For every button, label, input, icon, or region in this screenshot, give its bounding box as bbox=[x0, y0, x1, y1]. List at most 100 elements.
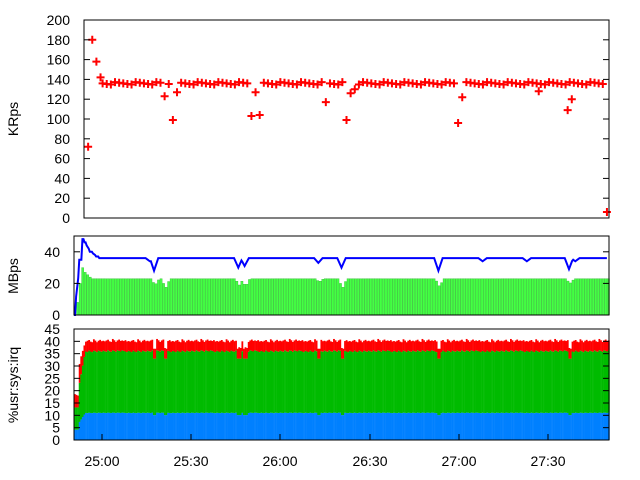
cpu-irq-area bbox=[140, 342, 143, 353]
cpu-irq-area bbox=[254, 340, 256, 351]
cpu-usr-area bbox=[412, 412, 414, 440]
cpu-irq-area bbox=[584, 340, 587, 351]
cpu-usr-area bbox=[473, 412, 476, 440]
cpu-sys-area bbox=[293, 350, 296, 413]
cpu-irq-area bbox=[81, 350, 84, 366]
mbps-bar bbox=[455, 278, 459, 316]
cpu-sys-area bbox=[268, 352, 271, 414]
mbps-bar bbox=[379, 278, 383, 316]
mbps-bar bbox=[556, 278, 560, 316]
mbps-bar bbox=[104, 278, 107, 316]
cpu-irq-area bbox=[437, 348, 440, 359]
cpu-irq-area bbox=[154, 348, 157, 359]
cpu-usr-area bbox=[478, 412, 481, 440]
mbps-bar bbox=[589, 278, 592, 316]
cpu-irq-area bbox=[440, 340, 443, 353]
cpu-irq-area bbox=[121, 340, 124, 351]
cpu-sys-area bbox=[502, 351, 504, 413]
cpu-usr-area bbox=[585, 412, 588, 440]
cpu-irq-area bbox=[293, 340, 296, 351]
krps-y-tick-label: 20 bbox=[54, 190, 70, 206]
mbps-bar bbox=[78, 283, 82, 316]
mbps-bar bbox=[359, 278, 362, 316]
cpu-irq-area bbox=[375, 341, 378, 352]
cpu-irq-area bbox=[187, 339, 190, 352]
cpu-irq-area bbox=[129, 341, 132, 352]
cpu-usr-area bbox=[393, 412, 395, 440]
mbps-bar bbox=[273, 278, 277, 316]
cpu-usr-area bbox=[252, 412, 255, 440]
cpu-usr-area bbox=[415, 413, 418, 440]
cpu-sys-area bbox=[179, 352, 182, 414]
cpu-sys-area bbox=[416, 350, 419, 413]
cpu-usr-area bbox=[92, 412, 95, 440]
cpu-sys-area bbox=[219, 352, 222, 414]
cpu-sys-area bbox=[503, 351, 506, 414]
mbps-bar bbox=[417, 278, 421, 316]
cpu-sys-area bbox=[227, 351, 230, 413]
cpu-irq-area bbox=[344, 341, 346, 351]
cpu-sys-area bbox=[397, 350, 400, 413]
mbps-bar bbox=[228, 278, 231, 316]
cpu-irq-area bbox=[118, 339, 121, 351]
cpu-usr-area bbox=[350, 412, 353, 440]
cpu-sys-area bbox=[356, 352, 359, 414]
cpu-usr-area bbox=[331, 413, 334, 440]
cpu-sys-area bbox=[273, 352, 275, 414]
mbps-line bbox=[74, 238, 607, 316]
krps-y-tick-label: 40 bbox=[54, 170, 70, 186]
cpu-usr-area bbox=[122, 412, 125, 440]
cpu-usr-area bbox=[145, 413, 147, 440]
cpu-usr-area bbox=[361, 413, 364, 440]
mbps-bar bbox=[387, 278, 390, 316]
cpu-usr-area bbox=[410, 413, 413, 440]
cpu-irq-area bbox=[102, 340, 105, 351]
cpu-irq-area bbox=[119, 340, 122, 352]
cpu-sys-area bbox=[492, 351, 495, 413]
cpu-sys-area bbox=[437, 358, 440, 416]
cpu-sys-area bbox=[220, 350, 223, 413]
cpu-irq-area bbox=[216, 341, 218, 351]
cpu-irq-area bbox=[473, 340, 476, 352]
krps-point bbox=[602, 208, 611, 217]
cpu-irq-area bbox=[495, 340, 498, 351]
mbps-bar bbox=[311, 278, 314, 316]
cpu-sys-area bbox=[304, 350, 307, 413]
cpu-usr-area bbox=[160, 412, 163, 440]
cpu-irq-area bbox=[261, 341, 264, 352]
cpu-sys-area bbox=[576, 351, 579, 413]
cpu-sys-area bbox=[143, 351, 146, 413]
mbps-bar bbox=[106, 278, 110, 316]
cpu-sys-area bbox=[481, 350, 484, 413]
cpu-irq-area bbox=[391, 341, 394, 353]
cpu-sys-area bbox=[375, 351, 378, 414]
cpu-usr-area bbox=[184, 413, 187, 440]
cpu-sys-area bbox=[544, 350, 547, 413]
cpu-irq-area bbox=[366, 341, 369, 352]
cpu-irq-area bbox=[183, 340, 185, 352]
cpu-sys-area bbox=[298, 350, 301, 413]
cpu-usr-area bbox=[552, 413, 555, 440]
cpu-usr-area bbox=[527, 412, 530, 440]
cpu-usr-area bbox=[397, 412, 400, 440]
mbps-bar bbox=[604, 278, 608, 316]
cpu-irq-area bbox=[318, 348, 321, 359]
cpu-usr-area bbox=[524, 413, 527, 440]
cpu-usr-area bbox=[85, 412, 87, 440]
mbps-bar bbox=[111, 278, 115, 316]
cpu-irq-area bbox=[190, 340, 193, 351]
cpu-irq-area bbox=[201, 340, 204, 351]
cpu-irq-area bbox=[152, 348, 155, 359]
mbps-bar bbox=[296, 278, 299, 316]
cpu-usr-area bbox=[216, 412, 218, 440]
cpu-usr-area bbox=[554, 412, 557, 440]
cpu-sys-area bbox=[606, 351, 609, 413]
cpu-sys-area bbox=[239, 358, 242, 416]
krps-point bbox=[92, 57, 101, 66]
cpu-usr-area bbox=[502, 412, 504, 440]
cpu-irq-area bbox=[557, 341, 560, 352]
cpu-sys-area bbox=[257, 351, 260, 413]
cpu-usr-area bbox=[511, 412, 514, 440]
krps-point bbox=[567, 95, 576, 104]
